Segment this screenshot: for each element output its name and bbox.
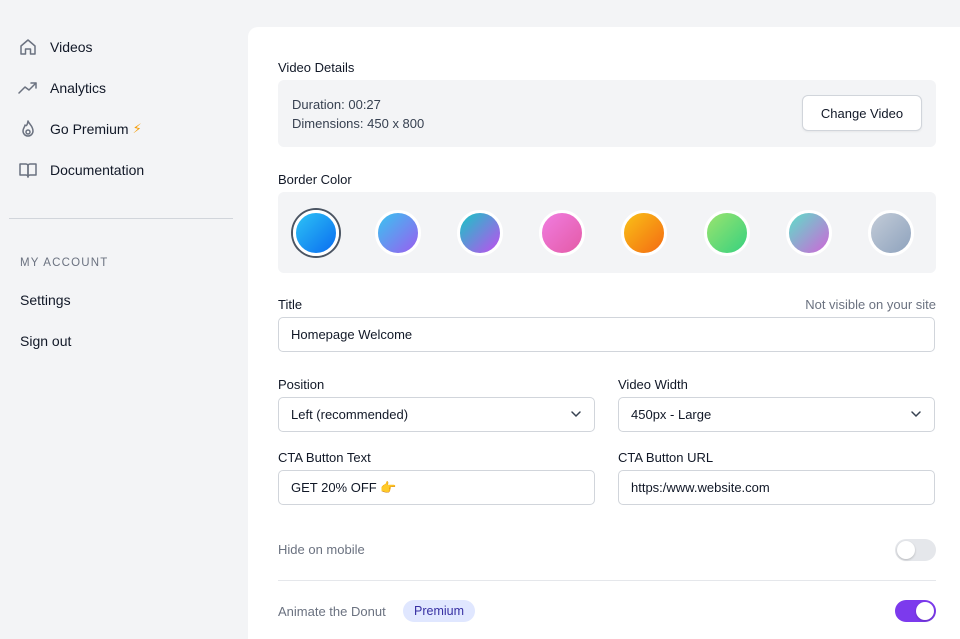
color-swatch-green[interactable] <box>703 210 750 256</box>
border-color-picker <box>278 192 936 273</box>
position-select[interactable]: Left (recommended) <box>278 397 595 432</box>
position-label: Position <box>278 377 325 392</box>
sign-out-link[interactable]: Sign out <box>20 333 72 349</box>
hide-mobile-label: Hide on mobile <box>278 542 365 557</box>
border-color-heading: Border Color <box>278 172 352 187</box>
cta-text-input[interactable]: GET 20% OFF 👉 <box>278 470 595 505</box>
divider <box>278 580 936 581</box>
chevron-down-icon <box>911 411 921 418</box>
video-width-select-value: 450px - Large <box>631 407 712 422</box>
color-swatch-teal-pink[interactable] <box>785 210 832 256</box>
position-select-value: Left (recommended) <box>291 407 409 422</box>
animate-donut-label: Animate the Donut <box>278 604 386 619</box>
color-swatch-gray-blue[interactable] <box>867 210 914 256</box>
color-swatch-pink[interactable] <box>539 210 586 256</box>
sidebar-item-label: Videos <box>50 39 93 55</box>
toggle-knob <box>897 541 915 559</box>
toggle-knob <box>916 602 934 620</box>
chevron-down-icon <box>571 411 581 418</box>
my-account-heading: MY ACCOUNT <box>20 257 109 269</box>
sidebar-divider <box>9 218 233 219</box>
book-icon <box>18 160 38 180</box>
cta-url-input[interactable]: https:/www.website.com <box>618 470 935 505</box>
sidebar-item-label: Analytics <box>50 80 107 96</box>
video-dimensions: Dimensions: 450 x 800 <box>292 116 425 131</box>
color-swatch-teal-purple[interactable] <box>457 210 504 256</box>
video-width-select[interactable]: 450px - Large <box>618 397 935 432</box>
sidebar: Videos Analytics Go Premium ⚡ Documentat… <box>0 0 248 639</box>
video-settings-panel: Video Details Duration: 00:27 Dimensions… <box>248 27 960 639</box>
sidebar-item-videos[interactable]: Videos <box>18 35 93 59</box>
premium-badge: Premium <box>403 600 476 622</box>
video-details-box: Duration: 00:27 Dimensions: 450 x 800 Ch… <box>278 80 936 147</box>
sidebar-item-go-premium[interactable]: Go Premium ⚡ <box>18 117 142 141</box>
color-swatch-blue[interactable] <box>293 210 339 256</box>
sidebar-item-label: Go Premium <box>50 121 129 137</box>
change-video-button[interactable]: Change Video <box>802 95 922 131</box>
color-swatch-orange[interactable] <box>621 210 668 256</box>
title-label: Title <box>278 297 303 312</box>
fire-icon <box>18 119 38 139</box>
sidebar-item-documentation[interactable]: Documentation <box>18 158 144 182</box>
video-width-label: Video Width <box>618 377 688 392</box>
lightning-icon: ⚡ <box>132 121 142 136</box>
sidebar-item-label: Documentation <box>50 162 145 178</box>
video-duration: Duration: 00:27 <box>292 97 381 112</box>
title-hint: Not visible on your site <box>805 297 936 312</box>
settings-link[interactable]: Settings <box>20 292 71 308</box>
home-icon <box>18 37 38 57</box>
cta-url-label: CTA Button URL <box>618 450 714 465</box>
sidebar-item-analytics[interactable]: Analytics <box>18 76 106 100</box>
hide-mobile-toggle[interactable] <box>895 539 936 561</box>
cta-text-label: CTA Button Text <box>278 450 371 465</box>
title-input[interactable]: Homepage Welcome <box>278 317 935 352</box>
video-details-heading: Video Details <box>278 60 355 75</box>
animate-donut-toggle[interactable] <box>895 600 936 622</box>
trending-up-icon <box>18 78 38 98</box>
color-swatch-blue-violet[interactable] <box>375 210 422 256</box>
